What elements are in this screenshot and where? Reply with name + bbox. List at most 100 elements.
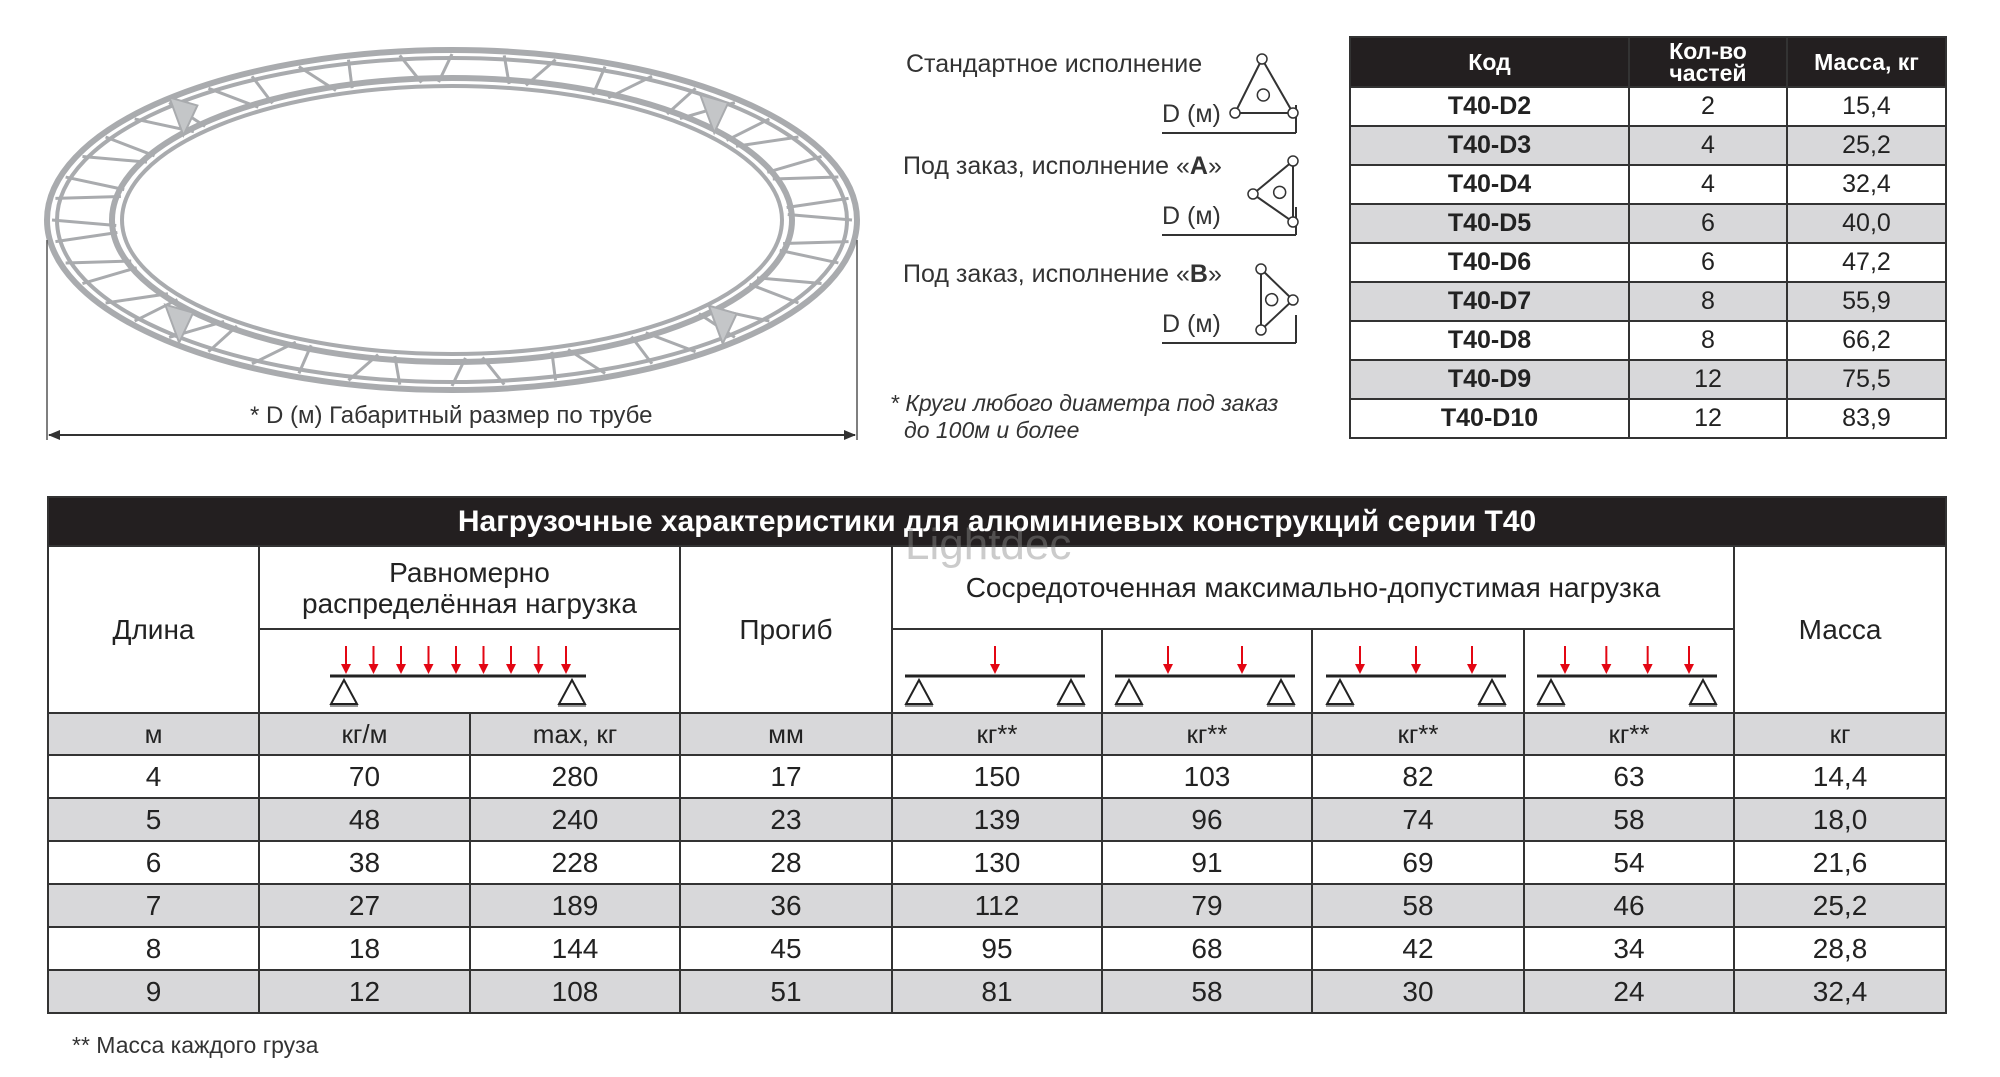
dimension-label: D (м) <box>1162 310 1221 338</box>
value-cell: 189 <box>469 883 681 928</box>
dimension-label: D (м) <box>1162 100 1221 128</box>
code-cell: T40-D5 <box>1349 203 1630 244</box>
value-cell: 17 <box>679 754 893 799</box>
codes-row: T40-D2 2 15,4 <box>1349 86 1947 127</box>
parts-cell: 12 <box>1628 359 1788 400</box>
support-icon <box>1476 677 1507 705</box>
unit-cell: м <box>47 712 260 756</box>
support-icon <box>329 677 359 705</box>
support-icon <box>1324 677 1355 705</box>
loads-title: Нагрузочные характеристики для алюминиев… <box>46 496 1948 547</box>
value-cell: 46 <box>1523 883 1735 928</box>
value-cell: 139 <box>891 797 1103 842</box>
mass-cell: 15,4 <box>1786 86 1947 127</box>
header-mass: Масса <box>1732 545 1948 714</box>
value-cell: 36 <box>679 883 893 928</box>
value-cell: 12 <box>258 969 471 1014</box>
load-arrow-icon <box>1410 646 1421 674</box>
value-cell: 112 <box>891 883 1103 928</box>
header-parts: Кол-во частей <box>1628 36 1788 88</box>
profile-label: Стандартное исполнение <box>906 50 1203 78</box>
parts-cell: 6 <box>1628 242 1788 283</box>
value-cell: 8 <box>47 926 260 971</box>
value-cell: 63 <box>1523 754 1735 799</box>
value-cell: 28 <box>679 840 893 885</box>
codes-row: T40-D3 4 25,2 <box>1349 125 1947 166</box>
support-icon <box>1113 677 1144 705</box>
mass-cell: 66,2 <box>1786 320 1947 361</box>
load-arrow-icon <box>478 646 489 674</box>
load-arrow-icon <box>451 646 461 674</box>
value-cell: 240 <box>469 797 681 842</box>
beam-diagram-icon <box>329 646 587 707</box>
truss-profile-left-icon <box>1162 155 1299 236</box>
watermark: Lightdec <box>905 520 1072 569</box>
value-cell: 280 <box>469 754 681 799</box>
truss-profile-right-icon <box>1162 263 1299 344</box>
code-cell: T40-D2 <box>1349 86 1630 127</box>
load-arrow-icon <box>561 646 571 674</box>
codes-row: T40-D10 12 83,9 <box>1349 398 1947 439</box>
load-arrow-icon <box>1236 646 1247 674</box>
point-load-diagram-4 <box>1523 628 1735 714</box>
connector-plate <box>163 303 195 346</box>
value-cell: 82 <box>1311 754 1525 799</box>
value-cell: 144 <box>469 926 681 971</box>
loads-row: 4 70 280 17 150 103 82 63 14,4 <box>47 754 1948 799</box>
code-cell: T40-D10 <box>1349 398 1630 439</box>
value-cell: 91 <box>1101 840 1313 885</box>
mass-cell: 40,0 <box>1786 203 1947 244</box>
value-cell: 25,2 <box>1732 883 1948 928</box>
value-cell: 95 <box>891 926 1103 971</box>
unit-cell: кг <box>1732 712 1948 756</box>
value-cell: 74 <box>1311 797 1525 842</box>
load-arrow-icon <box>533 646 544 674</box>
load-arrow-icon <box>506 646 516 674</box>
code-cell: T40-D4 <box>1349 164 1630 205</box>
value-cell: 32,4 <box>1732 969 1948 1014</box>
profile-label: Под заказ, исполнение «B» <box>903 260 1222 288</box>
value-cell: 81 <box>891 969 1103 1014</box>
support-icon <box>903 677 934 705</box>
load-arrow-icon <box>1683 646 1694 674</box>
uniform-load-diagram <box>258 628 681 714</box>
value-cell: 42 <box>1311 926 1525 971</box>
parts-cell: 12 <box>1628 398 1788 439</box>
header-deflection: Прогиб <box>679 545 893 714</box>
parts-cell: 8 <box>1628 281 1788 322</box>
value-cell: 30 <box>1311 969 1525 1014</box>
value-cell: 108 <box>469 969 681 1014</box>
value-cell: 150 <box>891 754 1103 799</box>
value-cell: 14,4 <box>1732 754 1948 799</box>
unit-cell: кг** <box>1101 712 1313 756</box>
support-icon <box>1687 677 1718 705</box>
value-cell: 34 <box>1523 926 1735 971</box>
code-cell: T40-D6 <box>1349 242 1630 283</box>
footnote: ** Масса каждого груза <box>72 1032 319 1058</box>
loads-row: 6 38 228 28 130 91 69 54 21,6 <box>47 840 1948 885</box>
header-code: Код <box>1349 36 1630 88</box>
code-cell: T40-D9 <box>1349 359 1630 400</box>
unit-cell: кг** <box>1523 712 1735 756</box>
parts-cell: 4 <box>1628 125 1788 166</box>
connector-plate <box>707 304 739 347</box>
loads-table: Нагрузочные характеристики для алюминиев… <box>46 496 1948 1014</box>
value-cell: 228 <box>469 840 681 885</box>
note-line: до 100м и более <box>904 417 1080 443</box>
value-cell: 9 <box>47 969 260 1014</box>
loads-row: 9 12 108 51 81 58 30 24 32,4 <box>47 969 1948 1014</box>
header-mass: Масса, кг <box>1786 36 1947 88</box>
code-cell: T40-D7 <box>1349 281 1630 322</box>
point-load-diagram-3 <box>1311 628 1525 714</box>
codes-row: T40-D7 8 55,9 <box>1349 281 1947 322</box>
support-icon <box>557 677 587 705</box>
value-cell: 58 <box>1311 883 1525 928</box>
mass-cell: 25,2 <box>1786 125 1947 166</box>
support-icon <box>1265 677 1296 705</box>
load-arrow-icon <box>1600 646 1611 674</box>
value-cell: 21,6 <box>1732 840 1948 885</box>
load-arrow-icon <box>1642 646 1653 674</box>
beam-diagram-icon <box>1113 646 1296 707</box>
point-load-diagram-1 <box>891 628 1103 714</box>
unit-cell: кг** <box>1311 712 1525 756</box>
